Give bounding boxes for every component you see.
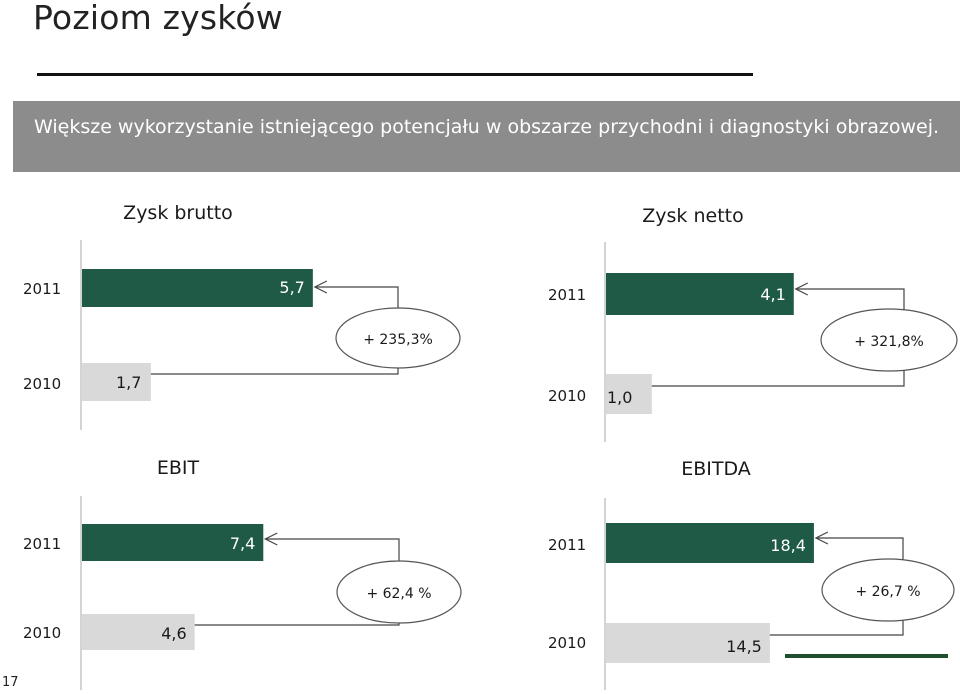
category-label: 2010 xyxy=(548,634,586,652)
change-bubble xyxy=(336,560,462,624)
data-label: 14,5 xyxy=(726,637,762,656)
chart-bar xyxy=(82,524,264,561)
chart-bar xyxy=(82,363,151,401)
data-label: 1,7 xyxy=(116,373,141,392)
data-label: 18,4 xyxy=(770,536,806,555)
category-label: 2010 xyxy=(23,375,61,393)
chart-bar xyxy=(606,273,794,315)
change-label: + 26,7 % xyxy=(855,584,920,600)
category-label: 2010 xyxy=(23,624,61,642)
summary-banner xyxy=(13,101,960,172)
data-label: 7,4 xyxy=(230,534,255,553)
chart-bar xyxy=(606,523,814,563)
category-label: 2011 xyxy=(23,280,61,298)
category-label: 2011 xyxy=(548,536,586,554)
chart-title: EBITDA xyxy=(681,458,751,480)
change-label: + 235,3% xyxy=(363,332,433,348)
page-title: Poziom zysków xyxy=(33,0,283,37)
chart-bar xyxy=(606,374,652,414)
change-bubble xyxy=(821,558,955,622)
summary-banner-text: Większe wykorzystanie istniejącego poten… xyxy=(33,116,940,138)
page-number: 17 xyxy=(2,675,19,690)
chart-bar xyxy=(82,269,313,307)
chart-title: EBIT xyxy=(157,457,200,479)
chart-title: Zysk brutto xyxy=(123,202,233,224)
arrow-head xyxy=(313,280,328,294)
change-label: + 62,4 % xyxy=(366,586,431,602)
arrow-head xyxy=(263,532,278,546)
data-label: 1,0 xyxy=(607,388,632,407)
chart-bar xyxy=(82,614,195,650)
change-bubble xyxy=(335,307,461,369)
arrow-head xyxy=(794,282,809,296)
category-label: 2010 xyxy=(548,387,586,405)
data-label: 4,1 xyxy=(760,285,785,304)
data-label: 4,6 xyxy=(161,624,186,643)
category-label: 2011 xyxy=(548,286,586,304)
title-underline xyxy=(37,73,753,76)
chart-bar xyxy=(606,623,770,663)
change-bubble xyxy=(820,308,958,372)
change-label: + 321,8% xyxy=(854,334,924,350)
arrow-head xyxy=(814,531,829,545)
chart-title: Zysk netto xyxy=(642,205,743,227)
category-label: 2011 xyxy=(23,535,61,553)
accent-line xyxy=(785,654,948,658)
data-label: 5,7 xyxy=(279,278,304,297)
